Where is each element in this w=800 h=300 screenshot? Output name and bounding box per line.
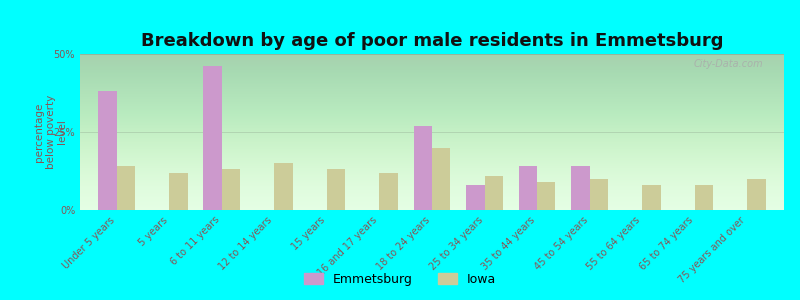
Title: Breakdown by age of poor male residents in Emmetsburg: Breakdown by age of poor male residents … [141,32,723,50]
Bar [222,169,240,210]
Bar [327,169,346,210]
Bar [694,185,713,210]
Text: City-Data.com: City-Data.com [694,59,763,69]
Bar [537,182,555,210]
Bar [747,179,766,210]
Bar [414,126,432,210]
Y-axis label: percentage
below poverty
level: percentage below poverty level [34,95,67,169]
Bar [432,148,450,210]
Bar [379,172,398,210]
Bar [642,185,661,210]
Bar [590,179,608,210]
Bar [274,163,293,210]
Bar [117,166,135,210]
Bar [466,185,485,210]
Bar [98,92,117,210]
Bar [485,176,503,210]
Bar [518,166,537,210]
Bar [203,67,222,210]
Bar [571,166,590,210]
Bar [170,172,188,210]
Legend: Emmetsburg, Iowa: Emmetsburg, Iowa [299,268,501,291]
